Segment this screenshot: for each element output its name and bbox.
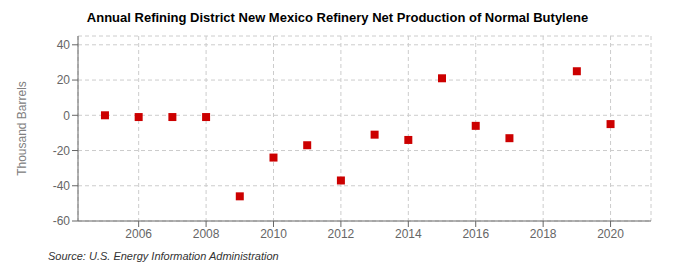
svg-text:-20: -20 [53,144,71,158]
svg-text:40: 40 [57,38,71,52]
svg-text:2016: 2016 [462,227,489,241]
svg-text:2008: 2008 [193,227,220,241]
svg-text:2020: 2020 [597,227,624,241]
svg-text:-40: -40 [53,179,71,193]
svg-text:2018: 2018 [530,227,557,241]
html-text:Source: U.S. Energy Informatio: Source: U.S. Energy Information Administ… [48,250,279,262]
svg-text:0: 0 [63,109,70,123]
svg-text:2014: 2014 [395,227,422,241]
html-text:Annual Refining District New M: Annual Refining District New Mexico Refi… [86,10,589,25]
svg-text:-60: -60 [53,214,71,228]
svg-text:2010: 2010 [260,227,287,241]
svg-text:20: 20 [57,73,71,87]
svg-text:Thousand Barrels: Thousand Barrels [15,81,29,176]
svg-text:2006: 2006 [125,227,152,241]
svg-text:2012: 2012 [328,227,355,241]
